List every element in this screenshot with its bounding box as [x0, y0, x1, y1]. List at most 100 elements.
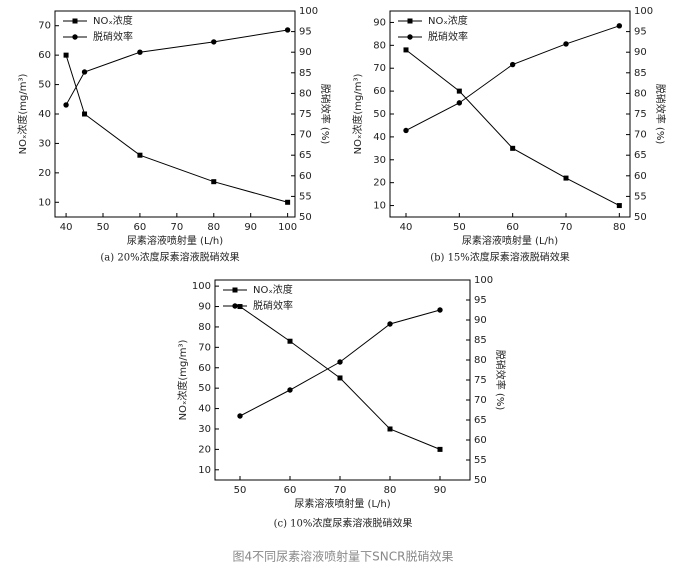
legend-marker — [407, 18, 413, 24]
y-tick-label: 40 — [38, 109, 51, 120]
y-axis-label: NOₓ浓度(mg/m³) — [351, 74, 364, 155]
y-tick-label: 10 — [198, 465, 211, 476]
y-tick-label: 50 — [373, 109, 386, 120]
y2-tick-label: 90 — [299, 47, 312, 58]
data-point — [63, 52, 69, 58]
y2-tick-label: 50 — [634, 212, 647, 223]
y2-axis-label: 脱硝效率 (%) — [494, 350, 507, 411]
data-point — [616, 203, 622, 209]
x-tick-label: 60 — [134, 222, 147, 233]
y-tick-label: 20 — [198, 444, 211, 455]
y2-tick-label: 75 — [474, 375, 487, 386]
y-tick-label: 60 — [198, 363, 211, 374]
y2-tick-label: 50 — [299, 212, 312, 223]
y2-axis-label: 脱硝效率 (%) — [319, 84, 332, 145]
legend-label: NOₓ浓度 — [93, 14, 133, 27]
x-tick-label: 70 — [334, 485, 347, 496]
y2-tick-label: 65 — [474, 415, 487, 426]
data-point — [337, 359, 343, 365]
y2-tick-label: 55 — [474, 455, 487, 466]
y-tick-label: 10 — [373, 201, 386, 212]
y-tick-label: 30 — [198, 424, 211, 435]
x-tick-label: 80 — [384, 485, 397, 496]
data-point — [437, 446, 443, 452]
y2-axis-label: 脱硝效率 (%) — [654, 84, 667, 145]
y2-tick-label: 80 — [299, 88, 312, 99]
y-tick-label: 30 — [373, 155, 386, 166]
legend-marker — [232, 287, 238, 293]
y2-tick-label: 100 — [299, 6, 318, 17]
x-tick-label: 90 — [244, 222, 257, 233]
x-tick-label: 50 — [234, 485, 247, 496]
y2-tick-label: 85 — [474, 335, 487, 346]
y-tick-label: 20 — [373, 178, 386, 189]
y-tick-label: 90 — [198, 302, 211, 313]
data-point — [211, 39, 217, 45]
y2-tick-label: 90 — [634, 47, 647, 58]
y2-tick-label: 90 — [474, 315, 487, 326]
x-axis-label: 尿素溶液喷射量 (L/h) — [127, 234, 223, 247]
data-point — [237, 304, 243, 310]
y-axis-label: NOₓ浓度(mg/m³) — [16, 74, 29, 155]
data-point — [137, 152, 143, 158]
y2-tick-label: 65 — [634, 150, 647, 161]
y-tick-label: 70 — [373, 63, 386, 74]
y-tick-label: 80 — [198, 322, 211, 333]
y-tick-label: 10 — [38, 197, 51, 208]
data-point — [456, 88, 462, 94]
data-point — [403, 127, 409, 134]
y2-tick-label: 80 — [474, 355, 487, 366]
plot-frame — [389, 10, 631, 218]
data-point — [81, 69, 88, 75]
y2-tick-label: 100 — [634, 6, 653, 17]
y-tick-label: 70 — [38, 21, 51, 32]
data-point — [563, 175, 569, 181]
x-tick-label: 60 — [506, 222, 519, 233]
data-point — [616, 23, 623, 29]
x-tick-label: 40 — [400, 222, 413, 233]
data-point — [211, 179, 217, 185]
y2-tick-label: 80 — [634, 88, 647, 99]
chart-caption: (b) 15%浓度尿素溶液脱硝效果 — [430, 251, 570, 264]
y2-tick-label: 85 — [634, 68, 647, 79]
y2-tick-label: 60 — [634, 171, 647, 182]
y-tick-label: 40 — [198, 404, 211, 415]
y2-tick-label: 85 — [299, 68, 312, 79]
y-tick-label: 20 — [38, 168, 51, 179]
data-point — [137, 49, 143, 55]
series-line — [65, 54, 288, 203]
y-tick-label: 60 — [38, 50, 51, 61]
y-axis-label: NOₓ浓度(mg/m³) — [176, 340, 189, 421]
legend-label: 脱硝效率 — [428, 30, 468, 43]
chart-caption: (a) 20%浓度尿素溶液脱硝效果 — [100, 251, 239, 264]
figure-caption: 图4不同尿素溶液喷射量下SNCR脱硝效果 — [233, 549, 454, 564]
y-tick-label: 50 — [198, 383, 211, 394]
data-point — [287, 387, 293, 393]
x-tick-label: 90 — [434, 485, 447, 496]
x-tick-label: 50 — [453, 222, 466, 233]
data-point — [285, 199, 291, 205]
x-tick-label: 80 — [207, 222, 220, 233]
x-tick-label: 50 — [97, 222, 110, 233]
data-point — [456, 100, 463, 106]
legend-label: 脱硝效率 — [93, 30, 133, 43]
series-line — [405, 49, 620, 207]
y2-tick-label: 70 — [474, 395, 487, 406]
y2-tick-label: 70 — [299, 130, 312, 141]
y-tick-label: 30 — [38, 138, 51, 149]
data-point — [509, 61, 516, 68]
x-tick-label: 100 — [278, 222, 297, 233]
data-point — [437, 307, 443, 313]
data-point — [284, 27, 291, 33]
y2-tick-label: 75 — [299, 109, 312, 120]
data-point — [387, 426, 393, 432]
y2-tick-label: 65 — [299, 150, 312, 161]
chart-caption: (c) 10%浓度尿素溶液脱硝效果 — [274, 517, 413, 530]
y-tick-label: 80 — [373, 40, 386, 51]
x-tick-label: 60 — [284, 485, 297, 496]
data-point — [237, 413, 243, 419]
legend-marker — [72, 34, 78, 40]
y2-tick-label: 50 — [474, 475, 487, 486]
y-tick-label: 50 — [38, 80, 51, 91]
